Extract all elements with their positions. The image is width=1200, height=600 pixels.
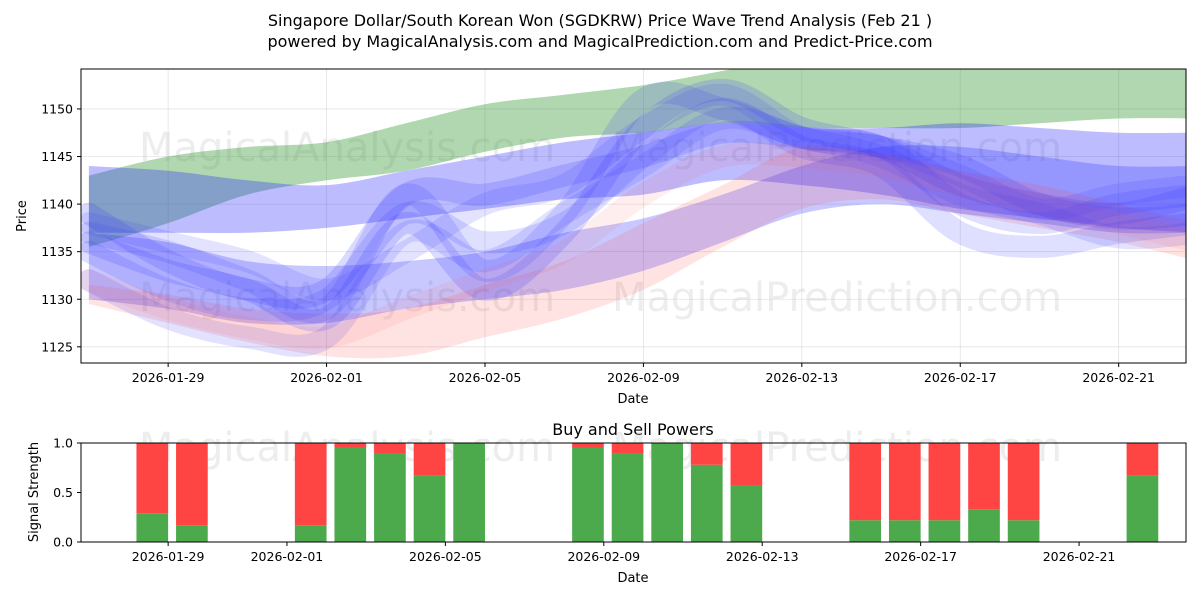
- sell-bar-7: [572, 443, 604, 448]
- price-y-axis: 1125 1130 1135 1140 1145 1150: [41, 101, 81, 354]
- price-y-tick-label: 1125: [41, 339, 73, 354]
- band-blue-low: [88, 145, 1186, 325]
- price-x-tick-label: 2026-02-09: [607, 370, 680, 385]
- buy-sell-x-tick-label: 2026-02-17: [884, 549, 957, 564]
- buy-sell-y-tick-label: 0.5: [53, 485, 73, 500]
- price-x-tick-label: 2026-02-13: [765, 370, 838, 385]
- chart-title: Singapore Dollar/South Korean Won (SGDKR…: [268, 11, 932, 30]
- price-y-tick-label: 1130: [41, 292, 73, 307]
- sell-bar-15: [968, 443, 1000, 510]
- price-x-tick-label: 2026-02-17: [924, 370, 997, 385]
- wave-line-4: [81, 106, 1186, 357]
- watermark-text: MagicalPrediction.com: [612, 275, 1062, 321]
- band-red-low: [88, 144, 1186, 359]
- chart-subtitle: powered by MagicalAnalysis.com and Magic…: [267, 32, 932, 51]
- price-grid: [81, 69, 1186, 363]
- buy-sell-y-label: Signal Strength: [27, 442, 42, 542]
- buy-bar-1: [176, 525, 208, 542]
- buy-bar-2: [294, 525, 327, 542]
- buy-sell-y-tick-label: 0.0: [53, 535, 73, 550]
- band-blue-mid: [88, 123, 1186, 234]
- wave-line-3: [81, 98, 1186, 322]
- price-x-axis: 2026-01-29 2026-02-01 2026-02-05 2026-02-09…: [132, 363, 1155, 385]
- sell-bar-0: [136, 443, 169, 514]
- buy-bar-10: [690, 464, 723, 542]
- price-x-tick-label: 2026-02-21: [1082, 370, 1155, 385]
- price-x-tick-label: 2026-02-01: [290, 370, 363, 385]
- buy-bar-7: [572, 447, 604, 542]
- buy-sell-y-axis: 0.0 0.5 1.0: [53, 436, 81, 550]
- buy-bar-3: [334, 447, 367, 542]
- buy-sell-x-tick-label: 2026-01-29: [132, 549, 205, 564]
- price-y-tick-label: 1145: [41, 149, 73, 164]
- buy-bar-16: [1007, 520, 1040, 542]
- buy-bar-12: [849, 520, 882, 542]
- sell-bar-4: [374, 443, 406, 454]
- sell-bar-5: [413, 443, 446, 476]
- price-x-tick-label: 2026-02-05: [449, 370, 522, 385]
- wave-line-5: [81, 83, 1186, 301]
- buy-sell-x-axis: 2026-01-29 2026-02-01 2026-02-05 2026-02-09…: [132, 542, 1116, 564]
- buy-bar-11: [730, 485, 763, 542]
- buy-sell-y-tick-label: 1.0: [53, 436, 73, 451]
- buy-sell-plot-area: [136, 443, 1159, 542]
- sell-bar-13: [888, 443, 921, 521]
- buy-sell-x-label: Date: [617, 571, 648, 586]
- price-watermarks: MagicalAnalysis.com MagicalPrediction.com…: [139, 125, 1062, 321]
- sell-bar-17: [1126, 443, 1159, 476]
- price-y-label: Price: [15, 200, 30, 232]
- buy-sell-title: Buy and Sell Powers: [552, 420, 714, 439]
- buy-bar-6: [453, 443, 485, 542]
- sell-bar-1: [176, 443, 208, 526]
- price-wave-panel: MagicalAnalysis.com MagicalPrediction.com…: [15, 68, 1187, 407]
- buy-bar-15: [968, 509, 1000, 542]
- buy-bar-5: [413, 475, 446, 542]
- sell-bar-16: [1007, 443, 1040, 521]
- buy-sell-panel: Buy and Sell Powers MagicalAnalysis.comM…: [27, 420, 1187, 586]
- watermark-text: MagicalAnalysis.com: [139, 125, 555, 171]
- wave-line-2: [81, 81, 1186, 324]
- watermark-text: MagicalAnalysis.com: [139, 275, 555, 321]
- buy-bar-14: [928, 520, 961, 542]
- buy-bar-17: [1126, 475, 1159, 542]
- buy-bar-4: [374, 453, 406, 542]
- buy-bar-0: [136, 513, 169, 542]
- price-x-label: Date: [617, 392, 648, 407]
- sell-bar-2: [294, 443, 327, 526]
- wave-line-0: [81, 120, 1186, 309]
- buy-sell-x-tick-label: 2026-02-01: [251, 549, 324, 564]
- price-y-tick-label: 1150: [41, 101, 73, 116]
- sell-bar-8: [611, 443, 644, 454]
- sell-bar-14: [928, 443, 961, 521]
- price-plot-frame: [80, 68, 1187, 364]
- sell-bar-3: [334, 443, 367, 448]
- price-y-tick-label: 1135: [41, 244, 73, 259]
- buy-sell-x-tick-label: 2026-02-13: [726, 549, 799, 564]
- buy-sell-x-tick-label: 2026-02-21: [1043, 549, 1116, 564]
- wave-line-6: [81, 142, 1186, 350]
- price-x-tick-label: 2026-01-29: [132, 370, 205, 385]
- sell-bar-11: [730, 443, 763, 486]
- buy-sell-x-tick-label: 2026-02-09: [567, 549, 640, 564]
- sell-bar-10: [690, 443, 723, 465]
- wave-line-1: [81, 78, 1186, 332]
- buy-bar-13: [888, 520, 921, 542]
- band-green: [88, 69, 1186, 247]
- price-plot-area: [81, 69, 1186, 359]
- watermark-text: MagicalPrediction.com: [612, 125, 1062, 171]
- price-y-tick-label: 1140: [41, 197, 73, 212]
- buy-sell-x-tick-label: 2026-02-05: [409, 549, 482, 564]
- buy-bar-8: [611, 453, 644, 542]
- buy-bar-9: [651, 443, 684, 542]
- sell-bar-12: [849, 443, 882, 521]
